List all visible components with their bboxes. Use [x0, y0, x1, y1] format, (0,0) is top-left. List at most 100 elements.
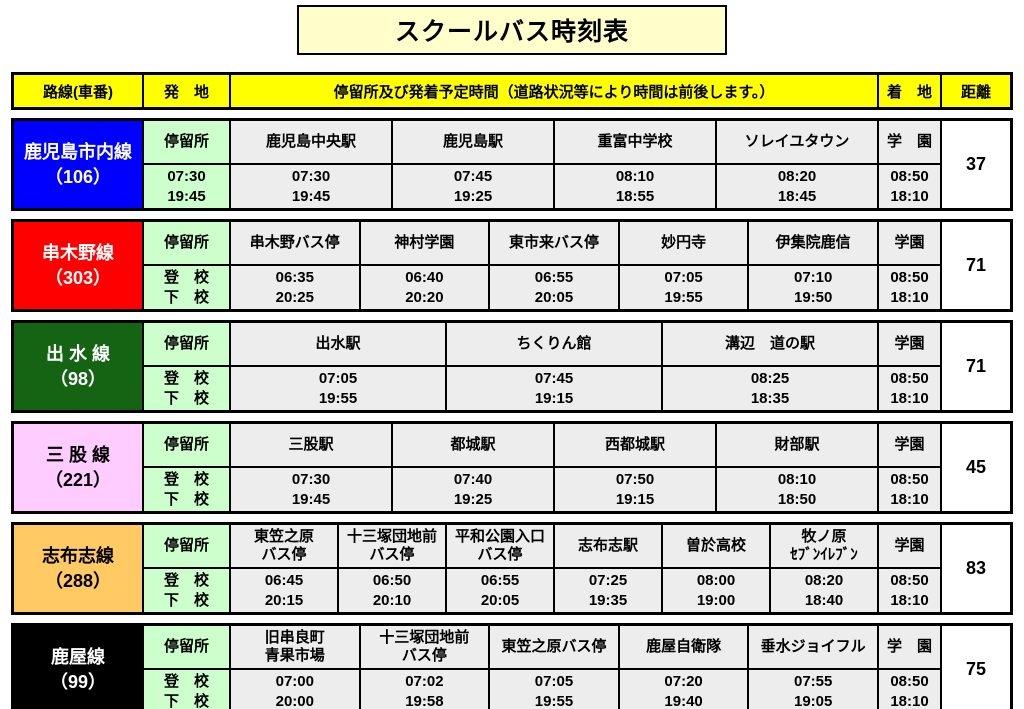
origin-column: 停留所登 校 下 校 — [142, 222, 229, 309]
arrival-times: 08:50 18:10 — [879, 468, 940, 511]
distance-value: 83 — [940, 525, 1010, 612]
stop-column-3: 平和公園入口 バス停 06:55 20:05 — [445, 525, 553, 612]
distance-value: 71 — [940, 323, 1010, 410]
table-header: 路線(車番) 発 地 停留所及び発着予定時間（道路状況等により時間は前後します。… — [11, 72, 1013, 110]
stop-times: 08:20 18:45 — [717, 165, 877, 208]
stop-column-5: 垂水ジョイフル 07:55 19:05 — [747, 626, 877, 709]
stop-times: 07:50 19:15 — [555, 468, 715, 511]
stop-name: 鹿屋自衛隊 — [619, 626, 748, 670]
stop-column-4: 志布志駅 07:25 19:35 — [553, 525, 661, 612]
arrival-column: 学 園 08:50 18:10 — [877, 121, 940, 208]
schedule-labels: 登 校 下 校 — [144, 367, 229, 410]
stop-column-5: 曽於高校 08:00 19:00 — [661, 525, 769, 612]
stop-times: 07:05 19:55 — [490, 670, 618, 709]
header-route-column: 路線(車番) — [43, 83, 113, 101]
stop-name: 東市来バス停 — [490, 222, 618, 266]
header-origin-column: 発 地 — [142, 75, 229, 107]
distance-value: 75 — [940, 626, 1010, 709]
stop-times: 07:25 19:35 — [555, 569, 661, 612]
stop-name: 西都城駅 — [555, 424, 715, 468]
stop-header-label: 停留所 — [144, 525, 229, 569]
stops-area: 三股駅 07:30 19:45 都城駅 07:40 19:25 西都城駅 07:50 19… — [229, 424, 877, 511]
schedule-labels: 登 校 下 校 — [144, 670, 229, 709]
route-name: 志布志線 （288） — [14, 525, 142, 612]
stop-name: 曽於高校 — [663, 525, 769, 569]
stop-column-1: 旧串良町 青果市場 07:00 20:00 — [229, 626, 359, 709]
stop-times: 06:35 20:25 — [231, 266, 359, 309]
arrival-column: 学園 08:50 18:10 — [877, 424, 940, 511]
header-distance-column: 距離 — [940, 75, 1010, 107]
stop-name: 溝辺 道の駅 — [663, 323, 877, 367]
stops-area: 鹿児島中央駅 07:30 19:45 鹿児島駅 07:45 19:25 重富中学校 08:… — [229, 121, 877, 208]
stop-times: 08:25 18:35 — [663, 367, 877, 410]
route-blocks-container: 鹿児島市内線 （106） 停留所 07:30 19:45 鹿児島中央駅 07:30 19… — [0, 118, 1024, 709]
stop-column-2: 十三塚団地前 バス停 07:02 19:58 — [358, 626, 489, 709]
stop-column-4: 鹿屋自衛隊 07:20 19:40 — [617, 626, 748, 709]
stop-name: ちくりん館 — [447, 323, 661, 367]
origin-column: 停留所登 校 下 校 — [142, 626, 229, 709]
stop-name: 志布志駅 — [555, 525, 661, 569]
stop-times: 06:55 20:05 — [490, 266, 618, 309]
origin-column: 停留所登 校 下 校 — [142, 525, 229, 612]
stop-times: 08:10 18:55 — [555, 165, 715, 208]
arrival-column: 学園 08:50 18:10 — [877, 525, 940, 612]
stop-header-label: 停留所 — [144, 424, 229, 468]
arrival-column: 学園 08:50 18:10 — [877, 323, 940, 410]
stop-name: 東笠之原 バス停 — [231, 525, 337, 569]
stop-times: 06:50 20:10 — [339, 569, 445, 612]
route-block-izumi: 出 水 線 （98） 停留所登 校 下 校出水駅 07:05 19:55 ちくりん館 0… — [11, 320, 1013, 413]
stop-column-2: 鹿児島駅 07:45 19:25 — [391, 121, 553, 208]
stop-times: 06:45 20:15 — [231, 569, 337, 612]
arrival-name: 学 園 — [879, 121, 940, 165]
stop-column-1: 東笠之原 バス停 06:45 20:15 — [229, 525, 337, 612]
distance-value: 45 — [940, 424, 1010, 511]
distance-value: 37 — [940, 121, 1010, 208]
stop-times: 07:30 19:45 — [231, 165, 391, 208]
stop-name: 鹿児島駅 — [393, 121, 553, 165]
stop-times: 06:55 20:05 — [447, 569, 553, 612]
route-block-mimata: 三 股 線 （221） 停留所登 校 下 校三股駅 07:30 19:45 都城駅 07… — [11, 421, 1013, 514]
stop-times: 07:05 19:55 — [619, 266, 748, 309]
stop-times: 07:45 19:15 — [447, 367, 661, 410]
arrival-name: 学園 — [879, 222, 940, 266]
stop-name: 旧串良町 青果市場 — [231, 626, 359, 670]
stop-name: 串木野バス停 — [231, 222, 359, 266]
stops-area: 旧串良町 青果市場 07:00 20:00 十三塚団地前 バス停 07:02 19:5… — [229, 626, 877, 709]
stop-times: 07:55 19:05 — [749, 670, 877, 709]
stop-column-6: 牧ノ原 ｾﾌﾞﾝｲﾚﾌﾞﾝ 08:20 18:40 — [769, 525, 877, 612]
stop-times: 08:00 19:00 — [663, 569, 769, 612]
stop-header-label: 停留所 — [144, 323, 229, 367]
stop-column-5: 伊集院鹿信 07:10 19:50 — [747, 222, 877, 309]
stop-times: 07:30 19:45 — [231, 468, 391, 511]
stop-column-1: 鹿児島中央駅 07:30 19:45 — [229, 121, 391, 208]
stops-area: 串木野バス停 06:35 20:25 神村学園 06:40 20:20 東市来バス停 06… — [229, 222, 877, 309]
stop-times: 07:40 19:25 — [393, 468, 553, 511]
stop-column-4: ソレイユタウン 08:20 18:45 — [715, 121, 877, 208]
stop-column-1: 三股駅 07:30 19:45 — [229, 424, 391, 511]
stops-area: 出水駅 07:05 19:55 ちくりん館 07:45 19:15 溝辺 道の駅 08:2… — [229, 323, 877, 410]
schedule-labels: 07:30 19:45 — [144, 165, 229, 208]
arrival-column: 学 園 08:50 18:10 — [877, 626, 940, 709]
stop-times: 06:40 20:20 — [360, 266, 489, 309]
stop-name: 妙円寺 — [619, 222, 748, 266]
page-title: スクールバス時刻表 — [297, 5, 727, 55]
schedule-labels: 登 校 下 校 — [144, 468, 229, 511]
stops-area: 東笠之原 バス停 06:45 20:15 十三塚団地前 バス停 06:50 20:10… — [229, 525, 877, 612]
arrival-name: 学園 — [879, 424, 940, 468]
route-name: 鹿児島市内線 （106） — [14, 121, 142, 208]
arrival-column: 学園 08:50 18:10 — [877, 222, 940, 309]
origin-column: 停留所登 校 下 校 — [142, 424, 229, 511]
stop-name: 東笠之原バス停 — [490, 626, 618, 670]
stop-times: 07:05 19:55 — [231, 367, 445, 410]
stop-name: 三股駅 — [231, 424, 391, 468]
stop-name: 牧ノ原 ｾﾌﾞﾝｲﾚﾌﾞﾝ — [771, 525, 877, 569]
stop-column-2: 十三塚団地前 バス停 06:50 20:10 — [337, 525, 445, 612]
arrival-times: 08:50 18:10 — [879, 569, 940, 612]
route-name: 出 水 線 （98） — [14, 323, 142, 410]
route-block-kushikino: 串木野線 （303） 停留所登 校 下 校串木野バス停 06:35 20:25 神村学… — [11, 219, 1013, 312]
route-name: 鹿屋線 （99） — [14, 626, 142, 709]
stop-times: 08:20 18:40 — [771, 569, 877, 612]
stop-column-3: 溝辺 道の駅 08:25 18:35 — [661, 323, 877, 410]
stop-times: 07:20 19:40 — [619, 670, 748, 709]
stop-name: 重富中学校 — [555, 121, 715, 165]
